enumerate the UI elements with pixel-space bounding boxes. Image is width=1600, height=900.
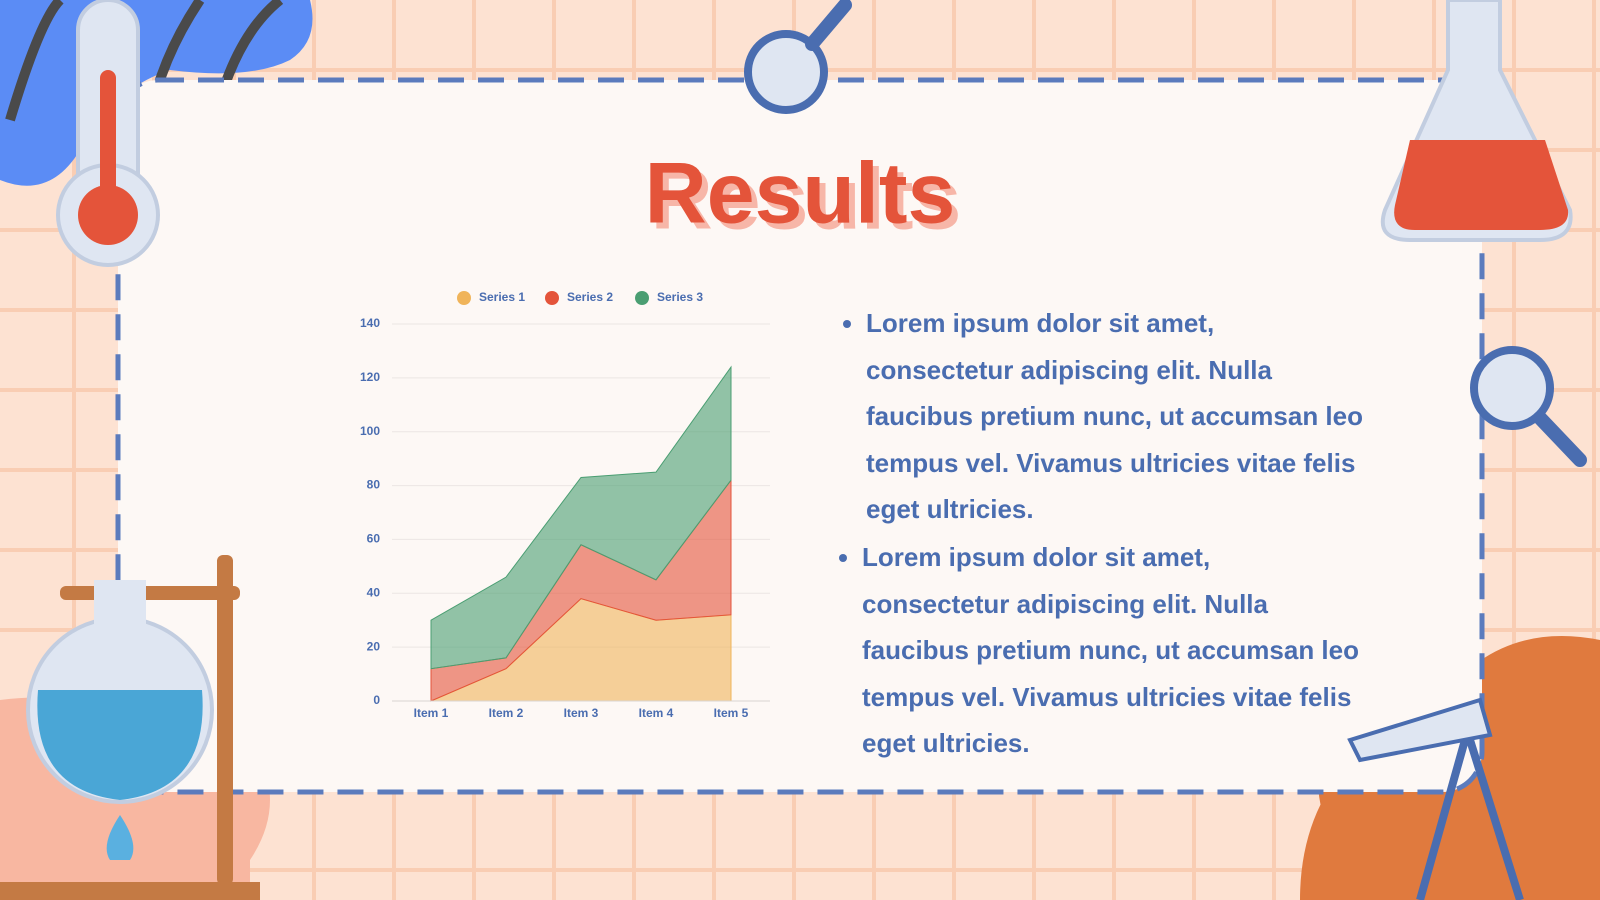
y-tick-label: 120 xyxy=(360,370,380,384)
legend-label: Series 1 xyxy=(479,290,525,304)
y-tick-label: 100 xyxy=(360,424,380,438)
x-tick-label: Item 3 xyxy=(564,706,599,720)
y-tick-label: 80 xyxy=(367,478,381,492)
y-tick-label: 0 xyxy=(373,693,380,707)
legend-swatch xyxy=(635,291,649,305)
legend-label: Series 2 xyxy=(567,290,613,304)
title: Results xyxy=(645,146,956,242)
y-tick-label: 40 xyxy=(367,585,381,599)
y-tick-label: 140 xyxy=(360,316,380,330)
bullet-text: Lorem ipsum dolor sit amet, consectetur … xyxy=(862,534,1362,767)
title-shadow: Results xyxy=(651,152,962,248)
x-tick-label: Item 1 xyxy=(414,706,449,720)
y-tick-label: 20 xyxy=(367,639,381,653)
x-tick-label: Item 4 xyxy=(639,706,674,720)
legend-label: Series 3 xyxy=(657,290,703,304)
legend-swatch xyxy=(545,291,559,305)
bullet-list: Lorem ipsum dolor sit amet, consectetur … xyxy=(836,300,1366,533)
x-tick-label: Item 5 xyxy=(714,706,749,720)
x-tick-label: Item 2 xyxy=(489,706,524,720)
bullet-text: Lorem ipsum dolor sit amet, consectetur … xyxy=(866,300,1366,533)
area xyxy=(430,365,732,670)
y-tick-label: 60 xyxy=(367,532,381,546)
legend-swatch xyxy=(457,291,471,305)
bullet-list: Lorem ipsum dolor sit amet, consectetur … xyxy=(832,534,1362,767)
chart: 0 20 40 60 80 100 120 140 Item 1 Item 2 Item 3 Item… xyxy=(360,290,770,720)
